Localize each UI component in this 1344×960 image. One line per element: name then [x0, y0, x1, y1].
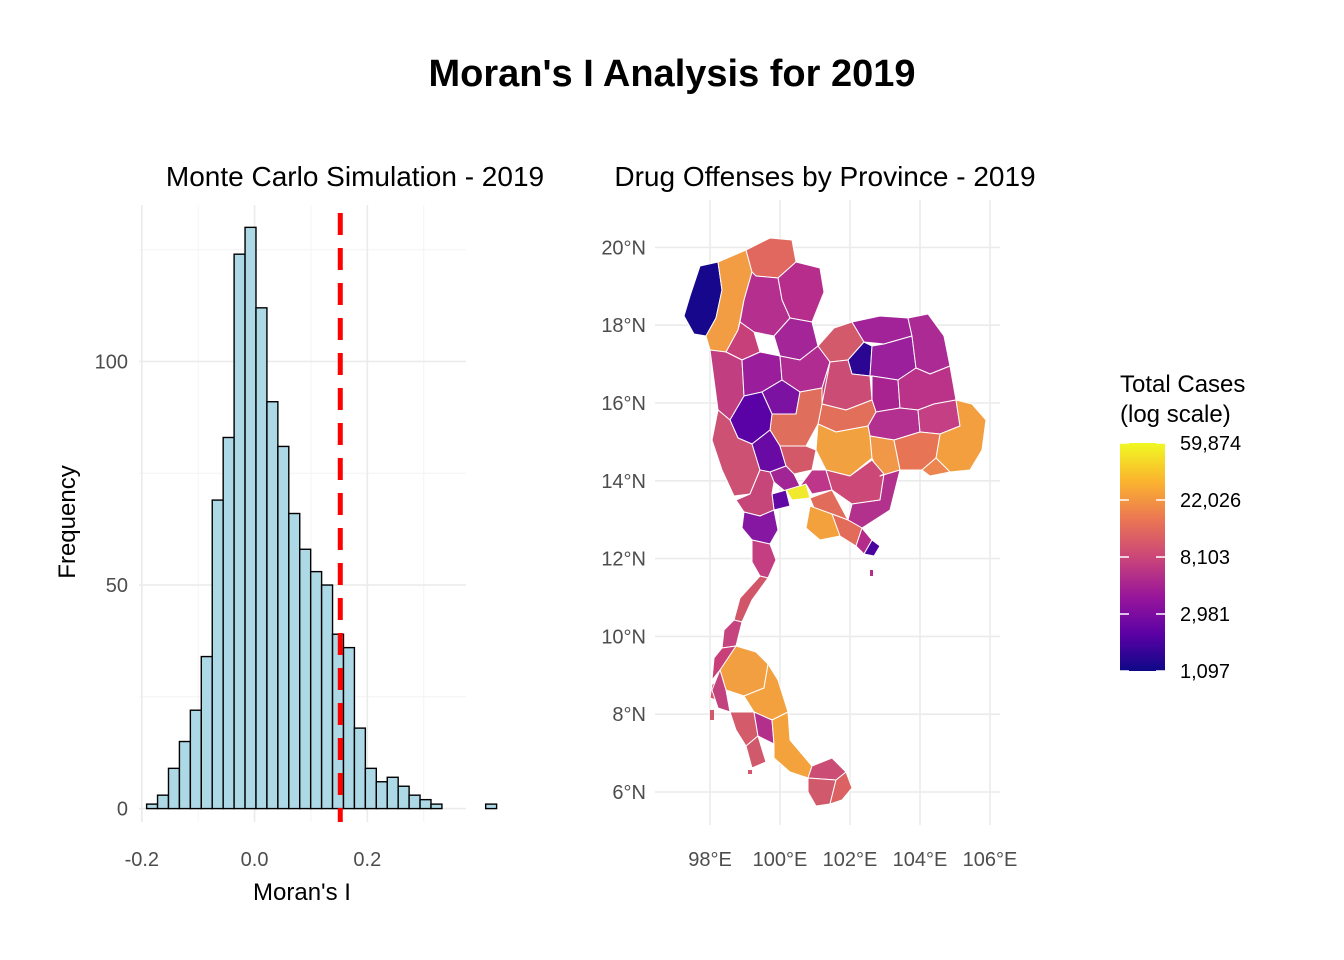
- histogram-bars: [145, 226, 498, 810]
- histogram-bar: [255, 307, 268, 810]
- histogram-x-ticks: -0.2 0.0 0.2: [125, 849, 382, 871]
- map-y-tick-label: 18°N: [601, 315, 646, 337]
- map-y-tick-label: 8°N: [612, 704, 646, 726]
- histogram-y-tick-label: 50: [106, 575, 128, 597]
- histogram-y-title: Frequency: [54, 465, 81, 578]
- histogram-x-title: Moran's I: [253, 879, 351, 906]
- province-songkhla: [771, 711, 813, 779]
- histogram-bar: [178, 740, 192, 810]
- histogram-bar: [342, 646, 356, 810]
- histogram-bar: [189, 709, 202, 810]
- histogram-title: Monte Carlo Simulation - 2019: [166, 161, 544, 192]
- island-ko-chang: [870, 570, 873, 576]
- legend-title-line1: Total Cases: [1120, 371, 1245, 398]
- province-trat: [863, 539, 881, 557]
- legend-tick-label: 1,097: [1180, 661, 1230, 683]
- histogram-bar: [408, 794, 421, 810]
- province-phetchabun: [821, 361, 831, 405]
- histogram-bar: [156, 794, 170, 810]
- province-phetchaburi: [741, 509, 779, 545]
- histogram-bar: [386, 776, 399, 810]
- island-lipe: [748, 770, 752, 774]
- histogram-bar: [200, 655, 213, 810]
- histogram-bar: [419, 798, 432, 810]
- histogram-bar: [364, 767, 378, 810]
- histogram-bar: [277, 445, 290, 810]
- province-chonburi: [805, 505, 841, 541]
- histogram-bar: [320, 584, 334, 810]
- legend-tick-label: 2,981: [1180, 604, 1230, 626]
- histogram-bar: [299, 548, 312, 810]
- legend-tick-label: 8,103: [1180, 547, 1230, 569]
- map-x-tick-label: 102°E: [823, 849, 878, 871]
- province-sisaket: [921, 457, 951, 477]
- histogram-x-tick-label: -0.2: [125, 849, 159, 871]
- histogram-y-tick-label: 0: [117, 799, 128, 821]
- histogram-panel: Monte Carlo Simulation - 2019 -0.2 0.0 0.2…: [54, 161, 544, 906]
- legend-ticks: 59,874 22,026 8,103 2,981 1,097: [1120, 433, 1241, 683]
- province-ranong: [721, 619, 743, 649]
- figure-title: Moran's I Analysis for 2019: [428, 53, 915, 95]
- histogram-x-tick-label: 0.0: [241, 849, 269, 871]
- map-title: Drug Offenses by Province - 2019: [614, 161, 1035, 192]
- histogram-bar: [211, 499, 224, 810]
- histogram-bar: [353, 727, 367, 810]
- legend-tick-label: 22,026: [1180, 490, 1241, 512]
- histogram-bar: [288, 512, 301, 810]
- map-x-tick-label: 98°E: [688, 849, 732, 871]
- province-yala: [807, 777, 837, 807]
- histogram-bar: [222, 436, 235, 810]
- histogram-bar: [397, 785, 410, 810]
- histogram-bar: [430, 803, 443, 810]
- legend-title-line2: (log scale): [1120, 401, 1231, 428]
- province-prachuap: [751, 539, 777, 579]
- province-kalasin: [871, 375, 901, 413]
- map-x-tick-label: 104°E: [893, 849, 948, 871]
- histogram-bar: [484, 803, 498, 810]
- histogram-bar: [266, 401, 279, 810]
- histogram-bar: [244, 226, 257, 810]
- histogram-bar: [145, 803, 159, 810]
- legend-tick-label: 59,874: [1180, 433, 1241, 455]
- histogram-bar: [309, 570, 323, 810]
- histogram-y-ticks: 0 50 100: [95, 351, 128, 820]
- province-krabi: [711, 669, 731, 713]
- map-x-tick-label: 100°E: [753, 849, 808, 871]
- map-x-tick-label: 106°E: [963, 849, 1018, 871]
- map-y-tick-label: 16°N: [601, 393, 646, 415]
- province-phang-nga: [711, 645, 737, 681]
- map-legend: Total Cases (log scale) 59,874 22,026 8,10…: [1120, 371, 1245, 683]
- thailand-map: [683, 237, 987, 807]
- map-y-ticks: 6°N 8°N 10°N 12°N 14°N 16°N 18°N 20°N: [601, 237, 646, 804]
- province-chumphon: [733, 575, 769, 623]
- map-y-tick-label: 6°N: [612, 782, 646, 804]
- province-narathiwat: [829, 771, 853, 805]
- histogram-x-tick-label: 0.2: [353, 849, 381, 871]
- map-y-tick-label: 12°N: [601, 549, 646, 571]
- histogram-bar: [375, 781, 388, 810]
- map-x-ticks: 98°E 100°E 102°E 104°E 106°E: [688, 849, 1017, 871]
- province-satun: [745, 735, 767, 769]
- histogram-y-tick-label: 100: [95, 351, 128, 373]
- map-y-tick-label: 14°N: [601, 471, 646, 493]
- province-ratchaburi: [735, 469, 775, 517]
- map-panel: Drug Offenses by Province - 2019: [601, 161, 1035, 871]
- histogram-bar: [167, 767, 181, 810]
- map-y-tick-label: 10°N: [601, 626, 646, 648]
- map-y-tick-label: 20°N: [601, 237, 646, 259]
- island-west-coast: [710, 710, 714, 720]
- histogram-bar: [233, 253, 246, 810]
